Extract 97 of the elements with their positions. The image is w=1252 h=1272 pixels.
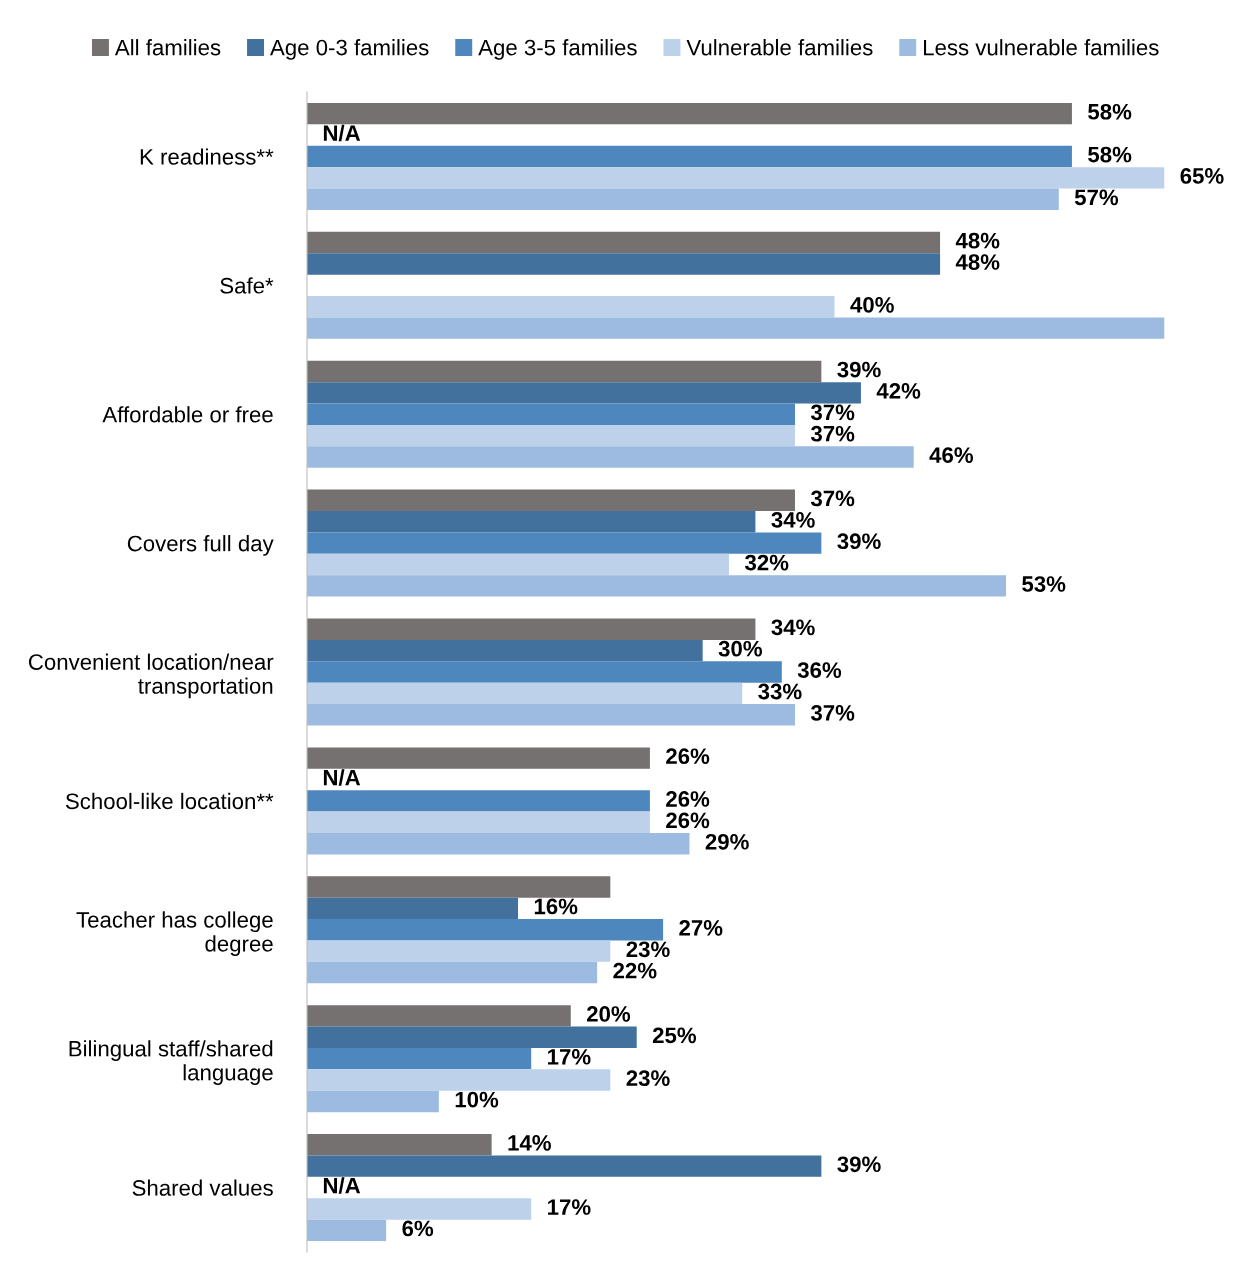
y-tick-label: Convenient location/near transportation [28,653,274,699]
data-label: 26% [666,748,710,765]
text: N/A [323,124,361,142]
bar [307,919,664,941]
data-label: 29% [705,833,749,850]
data-label: 58% [1088,146,1132,163]
data-label: 20% [586,1006,631,1022]
bar [307,167,1165,189]
bar [307,1090,439,1113]
bar [307,1198,532,1220]
data-label: 48% [955,254,1000,270]
bar [307,1069,611,1091]
y-tick-label: K readiness** [140,148,274,165]
data-label: 6% [402,1220,434,1237]
bar [307,661,782,683]
bar [307,317,1165,339]
y-tick-label: Shared values [132,1179,273,1196]
data-label: 58% [1088,103,1132,120]
bar [307,897,519,920]
bar [307,253,941,275]
bar [307,639,703,662]
data-label: 46% [929,447,974,463]
legend-label: Age 3-5 families [478,39,637,60]
bar [307,682,743,705]
legend-label: Vulnerable families [686,39,873,56]
y-tick-label: Bilingual staff/shared language [69,1040,273,1085]
legend-label: Age 0-3 families [270,39,429,60]
data-label: 23% [626,941,670,958]
data-label: 65% [1180,168,1224,184]
bar [307,511,756,533]
data-label: 17% [548,1048,591,1065]
bar [307,1005,571,1027]
data-label: 37% [810,425,855,442]
data-label: 30% [718,640,762,657]
bar [307,1219,387,1242]
bar [307,489,795,512]
bar [307,446,914,468]
data-label: 39% [837,533,881,550]
bar [307,811,650,833]
data-label: 34% [771,511,815,528]
legend-label: All families [114,39,221,56]
bar [307,832,690,855]
data-label: 40% [850,296,894,313]
data-label: 37% [810,705,855,721]
bar [307,790,650,812]
data-label: 25% [652,1027,697,1044]
bar [307,424,795,447]
bar [307,553,730,576]
data-label: 42% [876,383,921,399]
data-label: 32% [744,554,789,571]
data-label: 16% [534,898,578,915]
bar [307,704,795,726]
bar [307,382,861,404]
data-label: 14% [508,1135,551,1151]
data-label: 26% [666,791,710,807]
y-tick-label: Affordable or free [102,406,273,423]
data-label: 53% [1022,576,1066,592]
data-label: 37% [810,490,855,507]
bar [307,1047,532,1070]
bar [307,403,795,425]
bar [307,296,835,318]
data-label: 26% [666,812,710,829]
text: N/A [323,1177,361,1194]
data-label: 57% [1074,189,1119,206]
data-label: 36% [797,662,842,678]
data-label: 48% [955,232,1000,249]
data-label: 10% [455,1091,499,1108]
bar [307,618,756,640]
bar [307,188,1059,210]
y-tick-label: Teacher has college degree [76,911,273,957]
data-label: 23% [626,1070,670,1087]
y-tick-label: Safe* [220,277,274,294]
legend-label: Less vulnerable families [924,39,1159,56]
bar [307,1026,637,1048]
bar [307,1134,492,1156]
bar [307,961,598,984]
bar [307,231,941,254]
bar [307,102,1072,125]
data-label: 33% [758,683,802,700]
y-tick-label: Covers full day [127,535,274,556]
y-tick-label: School-like location** [65,792,274,810]
text: N/A [323,769,361,786]
bar [307,747,650,769]
bar [307,532,822,554]
bar [307,360,822,383]
bar [307,145,1072,168]
bar [307,575,1007,597]
data-label: 27% [679,920,723,936]
bar [307,940,611,962]
data-label: 22% [613,962,657,979]
data-label: 37% [810,404,855,421]
data-label: 34% [771,619,815,636]
data-label: 39% [837,1156,881,1173]
data-label: 17% [548,1199,591,1215]
data-label: 39% [837,361,881,378]
bar [307,1155,822,1177]
bar [307,876,611,898]
